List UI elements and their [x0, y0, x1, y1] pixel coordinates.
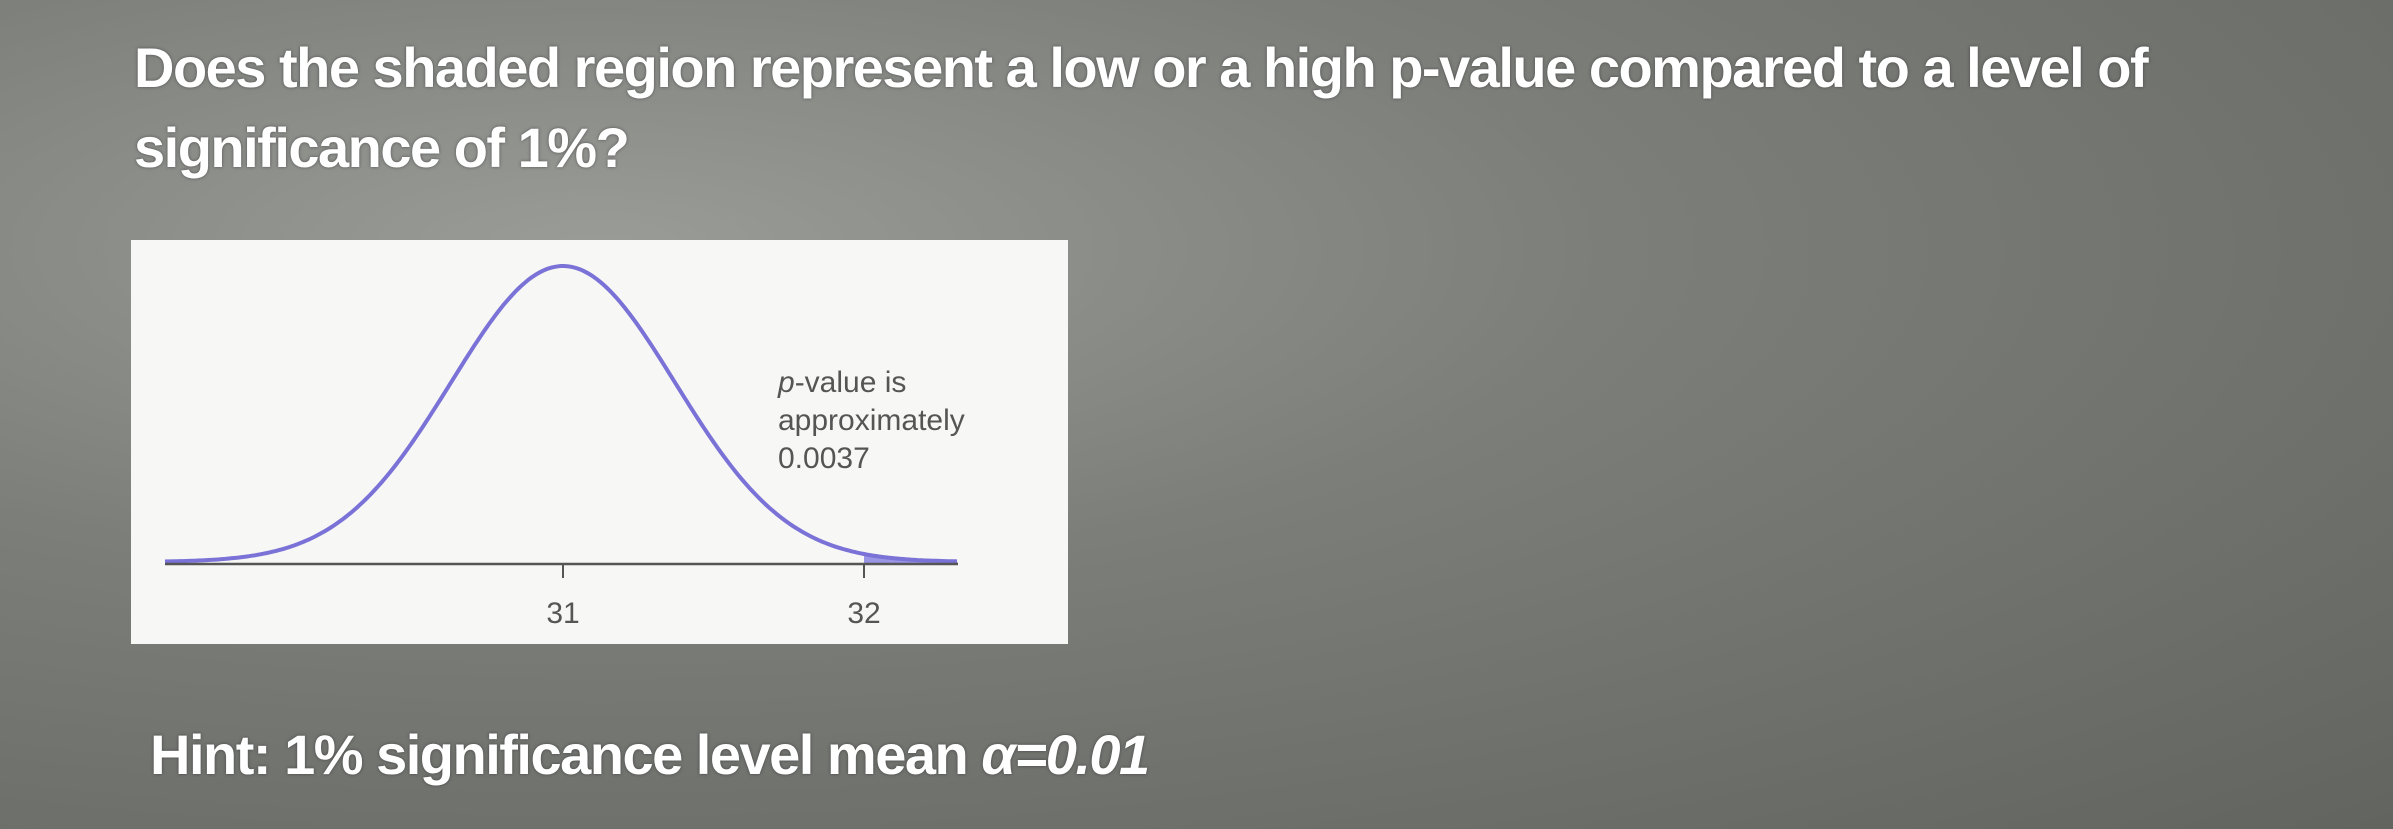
annotation-italic: p [777, 366, 795, 399]
hint: Hint: 1% significance level mean α=0.01 [150, 722, 1151, 787]
annotation-line: p-value is [777, 366, 906, 399]
hint-symbol: α [981, 723, 1016, 786]
annotation-line: approximately [778, 404, 965, 437]
question: Does the shaded region represent a low o… [134, 36, 2149, 179]
tick-label: 31 [546, 597, 579, 630]
annotation-text: -value is [795, 366, 907, 399]
hint-value: =0.01 [1014, 723, 1151, 786]
hint-label: Hint: [150, 723, 272, 786]
normal-curve [164, 264, 958, 564]
annotation-line: 0.0037 [778, 442, 870, 475]
hint-text: 1% significance level mean [284, 723, 969, 786]
figure-background [131, 240, 1068, 644]
figure: 31 32 p-value is approximately 0.0037 [131, 240, 1068, 644]
tick-label: 32 [847, 597, 880, 630]
